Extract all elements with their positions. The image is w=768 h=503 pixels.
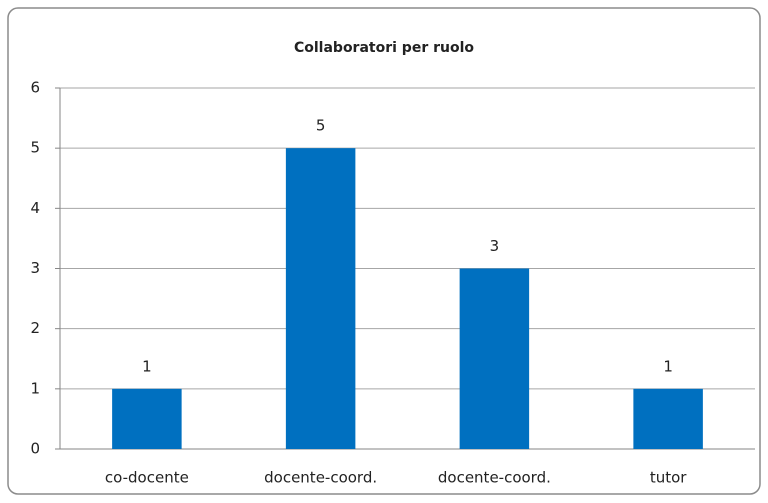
bar (285, 148, 356, 449)
y-tick-label: 2 (30, 319, 40, 337)
y-tick-label: 3 (30, 259, 40, 277)
data-label: 3 (490, 237, 500, 255)
y-tick-label: 1 (30, 379, 40, 397)
x-tick-label: docente-coord. (264, 469, 377, 487)
y-tick-label: 4 (30, 199, 40, 217)
y-tick-label: 5 (30, 139, 40, 157)
x-tick-label: tutor (650, 469, 687, 487)
x-tick-label: docente-coord. (438, 469, 551, 487)
y-tick-label: 0 (30, 440, 40, 458)
bar (633, 388, 703, 449)
chart-title: Collaboratori per ruolo (294, 40, 474, 56)
x-tick-label: co-docente (105, 469, 189, 487)
data-label: 1 (663, 357, 673, 375)
y-tick-label: 6 (30, 79, 40, 97)
bar (112, 388, 182, 449)
data-label: 1 (142, 357, 152, 375)
bar (459, 268, 530, 449)
data-label: 5 (316, 117, 326, 135)
chart-border (7, 7, 761, 495)
